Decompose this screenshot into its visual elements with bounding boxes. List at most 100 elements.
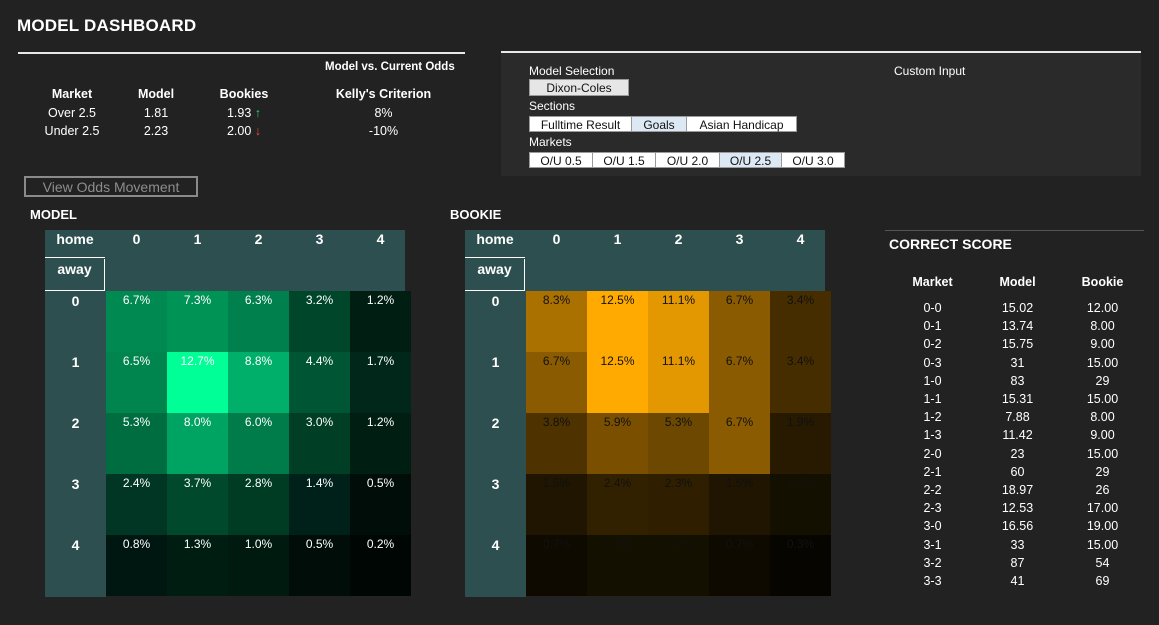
away-label: away: [45, 259, 105, 291]
cs-model: 83: [1010, 373, 1025, 388]
heatmap-row-label: 3: [491, 476, 500, 492]
cs-model: 7.88: [1005, 410, 1030, 425]
cs-model: 60: [1010, 464, 1025, 479]
heatmap-cell: 8.0%: [167, 413, 228, 474]
cs-bookie: 15.00: [1086, 392, 1119, 407]
odds-subtitle: Model vs. Current Odds: [325, 61, 455, 73]
cs-market: 1-1: [923, 392, 942, 407]
market-ou-2-0[interactable]: O/U 2.0: [655, 152, 720, 168]
table-row: 3-0 16.56 19.00: [890, 517, 1145, 535]
bookie-heatmap: home away 0 1 2 3 4 0 8.3% 12.5% 11.1% 6.7% 3.4% 1 6…: [465, 230, 831, 597]
cs-bookie: 9.00: [1090, 428, 1115, 443]
cs-market: 0-1: [923, 319, 942, 334]
cs-bookie: 19.00: [1086, 519, 1119, 534]
cs-model: 33: [1010, 537, 1025, 552]
heatmap-cell: 3.4%: [770, 352, 831, 413]
odds-model: 2.23: [143, 124, 169, 138]
away-label: away: [465, 259, 525, 291]
section-asian-handicap[interactable]: Asian Handicap: [686, 116, 797, 132]
cs-bookie: 8.00: [1090, 319, 1115, 334]
heatmap-cell: 1.2%: [350, 291, 411, 352]
odds-row-over: Over 2.5 1.81 1.93 ↑ 8%: [18, 104, 465, 122]
table-row: 2-1 60 29: [890, 463, 1145, 481]
section-goals[interactable]: Goals: [631, 116, 687, 132]
cs-market: 3-3: [923, 573, 942, 588]
cs-model: 31: [1010, 355, 1025, 370]
model-select-dropdown[interactable]: Dixon-Coles: [529, 79, 629, 96]
market-ou-3-0[interactable]: O/U 3.0: [781, 152, 845, 168]
heatmap-cell: 2.3%: [648, 474, 709, 535]
market-ou-0-5[interactable]: O/U 0.5: [529, 152, 593, 168]
market-ou-1-5[interactable]: O/U 1.5: [592, 152, 656, 168]
odds-market: Under 2.5: [44, 124, 100, 138]
cs-market: 2-3: [923, 501, 942, 516]
heatmap-col-label: 1: [193, 231, 202, 247]
view-odds-movement-button[interactable]: View Odds Movement: [24, 176, 198, 197]
cs-bookie: 17.00: [1086, 501, 1119, 516]
heatmap-col-label: 2: [254, 231, 263, 247]
table-row: 1-2 7.88 8.00: [890, 408, 1145, 426]
arrow-down-icon: ↓: [254, 124, 262, 138]
cs-market: 1-2: [923, 410, 942, 425]
heatmap-cell: 6.7%: [709, 291, 770, 352]
cs-market: 0-3: [923, 355, 942, 370]
cs-market: 0-0: [923, 301, 942, 316]
heatmap-col-label: 2: [674, 231, 683, 247]
odds-bookies-value: 2.00: [226, 124, 252, 138]
heatmap-cell: 5.3%: [648, 413, 709, 474]
heatmap-cell: 3.0%: [289, 413, 350, 474]
table-row: 3-2 87 54: [890, 554, 1145, 572]
heatmap-cell: 8.8%: [228, 352, 289, 413]
cs-bookie: 12.00: [1086, 301, 1119, 316]
heatmap-cell: 3.4%: [770, 291, 831, 352]
heatmap-col-label: 3: [735, 231, 744, 247]
table-row: 0-3 31 15.00: [890, 354, 1145, 372]
heatmap-col-label: 1: [613, 231, 622, 247]
heatmap-cell: 3.7%: [167, 474, 228, 535]
heatmap-row-label: 3: [71, 476, 80, 492]
odds-row-under: Under 2.5 2.23 2.00 ↓ -10%: [18, 122, 465, 140]
heatmap-cell: 8.3%: [526, 291, 587, 352]
heatmap-cell: 7.3%: [167, 291, 228, 352]
table-row: 3-3 41 69: [890, 572, 1145, 590]
table-row: 1-0 83 29: [890, 372, 1145, 390]
table-row: 2-3 12.53 17.00: [890, 499, 1145, 517]
heatmap-row-header: [45, 291, 106, 597]
cs-market: 1-3: [923, 428, 942, 443]
heatmap-cell: 1.3%: [167, 535, 228, 596]
cs-bookie: 54: [1095, 555, 1110, 570]
heatmap-row-label: 0: [491, 293, 500, 309]
odds-col-bookies: Bookies: [219, 87, 269, 101]
cs-market: 2-0: [923, 446, 942, 461]
cs-market: 2-2: [923, 482, 942, 497]
heatmap-cell: 4.4%: [289, 352, 350, 413]
cs-model: 13.74: [1001, 319, 1034, 334]
markets-label: Markets: [529, 135, 572, 149]
heatmap-cell: 0.5%: [289, 535, 350, 596]
cs-bookie: 29: [1095, 373, 1110, 388]
cs-col-model: Model: [999, 275, 1036, 289]
heatmap-row-header: [465, 291, 526, 597]
heatmap-cell: 6.5%: [106, 352, 167, 413]
heatmap-cell: 0.7%: [526, 535, 587, 596]
heatmap-cell: 2.4%: [587, 474, 648, 535]
heatmap-cell: 6.7%: [709, 413, 770, 474]
market-ou-2-5[interactable]: O/U 2.5: [719, 152, 782, 168]
odds-kelly: -10%: [368, 124, 399, 138]
table-row: 2-2 18.97 26: [890, 481, 1145, 499]
heatmap-row-label: 1: [491, 354, 500, 370]
heatmap-cell: 1.9%: [770, 413, 831, 474]
cs-model: 87: [1010, 555, 1025, 570]
table-row: 3-1 33 15.00: [890, 535, 1145, 553]
heatmap-cell: 5.3%: [106, 413, 167, 474]
cs-market: 3-0: [923, 519, 942, 534]
heatmap-col-label: 4: [376, 231, 385, 247]
correct-score-divider: [885, 230, 1144, 231]
heatmap-row-label: 2: [71, 415, 80, 431]
section-fulltime-result[interactable]: Fulltime Result: [529, 116, 632, 132]
sections-label: Sections: [529, 99, 576, 113]
heatmap-cell: 3.2%: [289, 291, 350, 352]
cs-model: 15.31: [1001, 392, 1034, 407]
heatmap-cell: 1.5%: [526, 474, 587, 535]
cs-market: 3-2: [923, 555, 942, 570]
